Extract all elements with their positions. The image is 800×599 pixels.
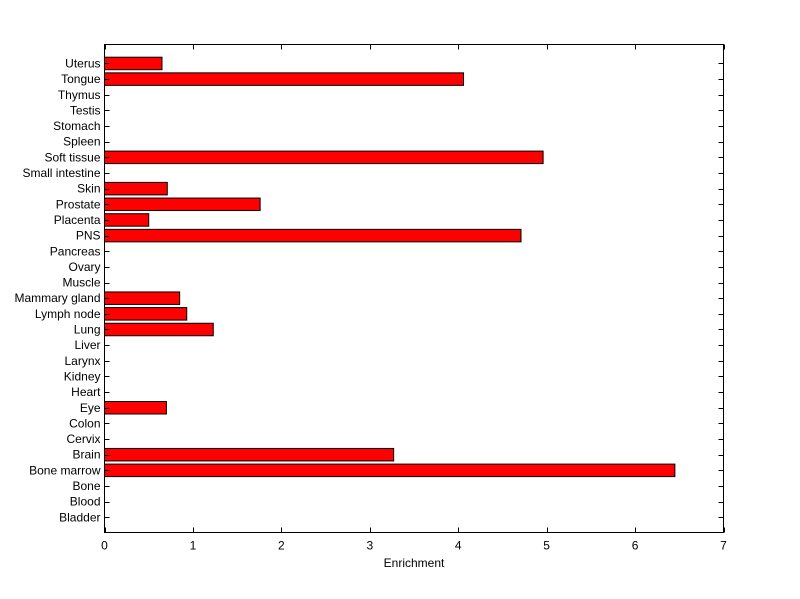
y-tick-label-testis: Testis (70, 103, 101, 117)
y-tick-label-placenta: Placenta (54, 213, 101, 227)
bar-lung (104, 322, 214, 337)
bar-pns (104, 228, 522, 243)
x-tick-label-6: 6 (632, 539, 639, 553)
x-tick-label-1: 1 (190, 539, 197, 553)
bars-group (104, 56, 676, 478)
y-tick-label-tongue: Tongue (61, 72, 101, 86)
bar-prostate (104, 197, 261, 212)
y-tick-label-soft-tissue: Soft tissue (44, 150, 100, 164)
axes-frame (104, 44, 724, 533)
y-tick-label-blood: Blood (70, 495, 101, 509)
y-tick-label-larynx: Larynx (64, 354, 100, 368)
x-tick-label-7: 7 (720, 539, 727, 553)
y-tick-label-colon: Colon (69, 416, 100, 430)
x-tick-labels: 0 1 2 3 4 5 6 7 (101, 539, 727, 553)
x-tick-label-2: 2 (278, 539, 285, 553)
y-tick-label-ovary: Ovary (68, 260, 100, 274)
bar-bone-marrow (104, 463, 676, 478)
y-tick-label-pns: PNS (76, 229, 101, 243)
y-tick-label-pancreas: Pancreas (50, 244, 101, 258)
y-tick-label-mammary-gland: Mammary gland (14, 291, 100, 305)
y-tick-label-spleen: Spleen (63, 135, 100, 149)
y-tick-label-small-intestine: Small intestine (22, 166, 100, 180)
x-tick-label-0: 0 (101, 539, 108, 553)
y-tick-label-thymus: Thymus (58, 88, 101, 102)
bar-skin (104, 181, 168, 196)
y-tick-label-bone-marrow: Bone marrow (29, 463, 101, 477)
bar-tongue (104, 72, 465, 86)
x-tick-label-4: 4 (455, 539, 462, 553)
y-tick-label-prostate: Prostate (56, 197, 101, 211)
ticks-group (104, 44, 725, 533)
y-tick-label-eye: Eye (80, 401, 101, 415)
y-tick-label-liver: Liver (74, 338, 100, 352)
bar-mammary-gland (104, 291, 181, 305)
bar-soft-tissue (104, 150, 544, 165)
y-tick-label-bladder: Bladder (59, 510, 100, 524)
x-axis-label: Enrichment (384, 556, 445, 570)
y-tick-label-stomach: Stomach (53, 119, 100, 133)
bar-uterus (104, 56, 163, 71)
x-tick-label-3: 3 (366, 539, 373, 553)
y-tick-label-cervix: Cervix (66, 432, 100, 446)
y-tick-label-heart: Heart (71, 385, 101, 399)
y-tick-label-brain: Brain (72, 448, 100, 462)
y-tick-label-muscle: Muscle (62, 276, 100, 290)
y-tick-label-lung: Lung (74, 323, 101, 337)
y-tick-label-uterus: Uterus (65, 56, 100, 70)
y-tick-label-skin: Skin (77, 182, 100, 196)
y-tick-label-lymph-node: Lymph node (35, 307, 101, 321)
y-tick-label-bone: Bone (72, 479, 100, 493)
bar-brain (104, 447, 395, 462)
bar-lymph-node (104, 307, 188, 321)
bar-placenta (104, 213, 150, 227)
x-tick-label-5: 5 (543, 539, 550, 553)
bar-eye (104, 401, 167, 415)
y-tick-label-kidney: Kidney (64, 369, 101, 383)
